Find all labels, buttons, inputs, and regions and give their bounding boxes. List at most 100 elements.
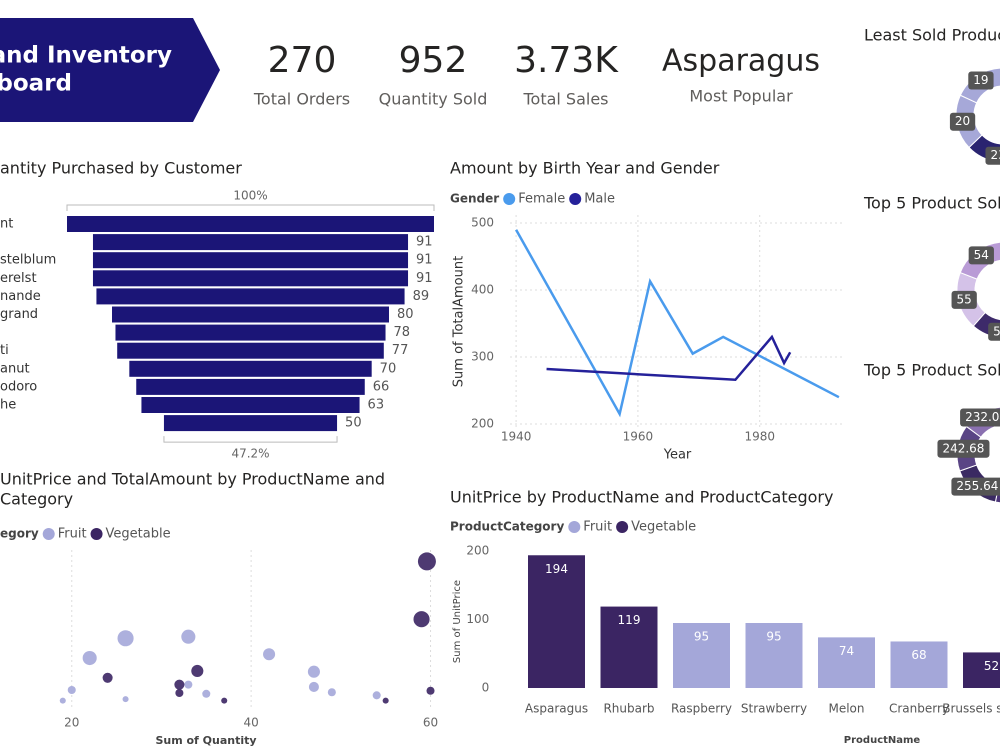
value-label: 89 — [413, 289, 430, 304]
data-label-box — [951, 477, 1000, 496]
x-tick-label: 40 — [243, 716, 258, 730]
data-label: 54 — [974, 248, 989, 262]
funnel-bar — [141, 397, 360, 413]
legend-title: Gender — [450, 192, 499, 206]
data-label-box — [968, 71, 994, 90]
y-axis-label: Sum of UnitPrice — [452, 580, 463, 663]
legend-marker — [568, 521, 581, 533]
chart-title: Least Sold Produc — [864, 26, 1000, 45]
legend-title: egory — [0, 527, 39, 541]
kpi-value: Asparagus — [662, 44, 820, 79]
data-label-box — [937, 439, 990, 458]
funnel-bar — [96, 288, 405, 305]
legend-title: ProductCategory — [450, 520, 564, 534]
value-label: 66 — [373, 379, 390, 394]
scatter-point — [191, 664, 204, 677]
scatter-point — [202, 689, 211, 698]
scatter-point — [175, 688, 184, 698]
x-axis-label: Year — [663, 448, 692, 463]
value-label: 91 — [416, 253, 433, 268]
value-label: 91 — [416, 271, 433, 286]
y-tick-label: 300 — [471, 350, 494, 364]
legend-label: Fruit — [583, 520, 612, 535]
value-label: 119 — [618, 613, 641, 627]
kpi-value: 952 — [399, 40, 468, 81]
data-label-box — [985, 146, 1000, 165]
data-label: 19 — [973, 73, 988, 87]
data-label: 55 — [957, 292, 972, 306]
legend-marker — [42, 528, 55, 540]
funnel-bar — [92, 270, 409, 287]
scatter-point — [181, 629, 196, 644]
category-label: grand — [0, 307, 38, 322]
chart-title: UnitPrice and TotalAmount by ProductName… — [0, 470, 385, 489]
x-axis-label: ProductName — [844, 735, 921, 746]
chart-title: antity Purchased by Customer — [0, 159, 242, 178]
kpi-value: 3.73K — [514, 40, 619, 81]
data-label-box — [988, 322, 1000, 341]
bracket — [163, 436, 338, 443]
y-tick-label: 400 — [471, 283, 494, 297]
funnel-bar — [115, 324, 386, 341]
kpi-label: Most Popular — [689, 87, 793, 106]
bracket — [66, 204, 435, 211]
funnel: 106 nt 91 91 stelblum 91 erelst 89 nande 80 grand 7… — [0, 216, 467, 432]
category-label: stelblum — [0, 253, 56, 268]
category-label: anut — [0, 361, 30, 376]
bar — [673, 623, 730, 688]
scatter-point — [372, 691, 381, 700]
value-label: 50 — [345, 416, 362, 431]
bar — [890, 641, 948, 688]
y-axis-label: Sum of TotalAmount — [452, 256, 467, 387]
scatter-point — [102, 672, 113, 683]
data-label: 255.64 — [956, 479, 998, 493]
value-label: 52 — [984, 659, 999, 673]
data-label: 232.04 — [965, 410, 1000, 424]
value-label: 194 — [545, 562, 568, 576]
value-label: 95 — [694, 630, 709, 644]
scatter-point — [426, 686, 435, 695]
scatter-point — [307, 665, 320, 678]
value-label: 63 — [368, 398, 385, 413]
funnel-bar — [136, 378, 365, 395]
x-tick-label: Raspberry — [671, 702, 732, 716]
value-label: 106 — [442, 217, 467, 232]
category-label: nt — [0, 217, 13, 232]
chart-title: UnitPrice by ProductName and ProductCate… — [450, 488, 833, 507]
funnel-bar — [163, 415, 338, 432]
x-tick-label: Rhubarb — [603, 702, 654, 716]
bar — [963, 652, 1000, 688]
value-label: 95 — [766, 630, 781, 644]
x-tick-label: 1980 — [744, 430, 775, 444]
scatter-point — [308, 681, 319, 692]
x-tick-label: 1940 — [501, 430, 532, 444]
legend-label: Vegetable — [106, 527, 171, 542]
scatter-point — [174, 679, 185, 690]
header-title: s and Inventory — [0, 43, 172, 69]
data-label: 23 — [990, 148, 1000, 162]
value-label: 91 — [416, 235, 433, 250]
category-label: ti — [0, 343, 9, 358]
legend-marker — [616, 521, 629, 533]
line-series — [546, 334, 792, 382]
x-tick-label: Asparagus — [525, 702, 588, 716]
scatter-point — [327, 688, 336, 697]
data-label-box — [951, 290, 977, 309]
y-tick-label: 100 — [466, 612, 489, 626]
scatter-point — [67, 685, 76, 695]
data-label: 242.68 — [942, 441, 984, 455]
scatter-point — [184, 680, 193, 689]
scatter-point — [382, 697, 389, 704]
header-title: nboard — [0, 71, 72, 97]
bar — [600, 606, 658, 688]
legend-marker — [90, 528, 103, 540]
y-tick-label: 200 — [466, 544, 489, 558]
bar — [528, 555, 585, 688]
funnel-bar — [92, 234, 409, 251]
chart-title: Category — [0, 490, 73, 509]
x-tick-label: 60 — [423, 716, 438, 730]
category-label: erelst — [0, 271, 37, 286]
x-tick-label: 1960 — [623, 430, 654, 444]
kpi-label: Total Sales — [522, 90, 608, 109]
y-tick-label: 500 — [471, 216, 494, 230]
